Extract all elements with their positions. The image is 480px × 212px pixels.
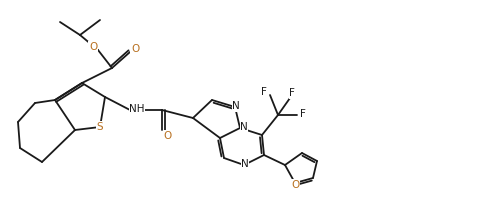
Text: O: O bbox=[164, 131, 172, 141]
Text: F: F bbox=[300, 109, 306, 119]
Text: F: F bbox=[289, 88, 295, 98]
Text: O: O bbox=[131, 44, 139, 54]
Text: N: N bbox=[240, 122, 248, 132]
Text: O: O bbox=[291, 180, 299, 190]
Text: N: N bbox=[232, 101, 240, 111]
Text: F: F bbox=[261, 87, 267, 97]
Text: O: O bbox=[89, 42, 97, 52]
Text: S: S bbox=[96, 122, 103, 132]
Text: N: N bbox=[241, 159, 249, 169]
Text: NH: NH bbox=[129, 104, 145, 114]
